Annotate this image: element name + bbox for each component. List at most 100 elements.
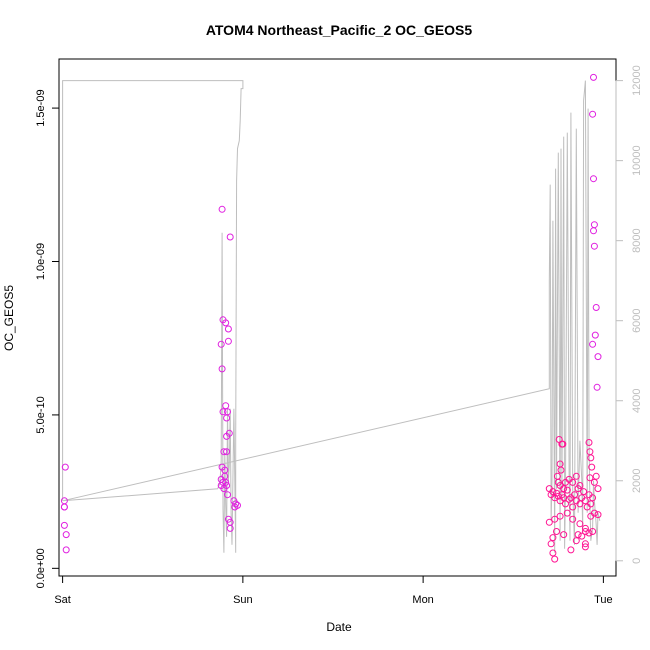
data-point (560, 531, 568, 539)
plot-frame (58, 58, 617, 577)
data-point (226, 524, 234, 532)
data-point (587, 454, 595, 462)
data-point (60, 521, 68, 529)
data-point (549, 549, 557, 557)
data-point (578, 532, 586, 540)
y-tick-label: 1.0e-09 (35, 243, 47, 280)
data-point (594, 511, 602, 519)
data-point (590, 73, 597, 81)
data-point (218, 365, 226, 373)
data-point (569, 478, 577, 486)
data-point (222, 402, 230, 410)
data-point (576, 520, 584, 528)
data-point (565, 495, 573, 503)
data-point (562, 500, 569, 508)
x-tick-label: Tue (594, 594, 613, 606)
y2-tick-label: 2000 (631, 469, 643, 493)
y2-tick-label: 8000 (631, 228, 643, 252)
data-point (581, 524, 589, 532)
x-tick-label: Sat (54, 594, 71, 606)
data-point (218, 205, 226, 213)
y2-tick-label: 6000 (631, 308, 643, 332)
data-point (551, 515, 559, 523)
data-point (223, 432, 231, 440)
data-point (590, 221, 598, 229)
chart-title: ATOM4 Northeast_Pacific_2 OC_GEOS5 (206, 22, 473, 38)
data-point (551, 555, 559, 563)
data-point (223, 414, 231, 422)
data-point (61, 463, 69, 471)
data-point (591, 331, 599, 339)
data-point (551, 494, 559, 502)
data-point (222, 319, 230, 327)
data-points (60, 73, 602, 563)
data-point (586, 474, 594, 482)
data-point (549, 534, 557, 542)
y2-tick-label: 12000 (631, 65, 643, 96)
data-point (581, 540, 589, 548)
data-point (226, 233, 234, 241)
y2-tick-label: 10000 (631, 145, 643, 176)
altitude-line (62, 80, 601, 553)
data-point (571, 491, 578, 499)
data-point (222, 478, 230, 486)
x-axis: Sat Sun Mon Tue (54, 575, 613, 606)
data-point (545, 518, 553, 526)
y-axis-left: 0.0e+00 5.0e-10 1.0e-09 1.5e-09 (35, 89, 60, 588)
data-point (572, 472, 580, 480)
data-point (590, 227, 597, 235)
data-point (585, 439, 593, 446)
y-tick-label: 0.0e+00 (35, 548, 47, 588)
data-point (574, 531, 582, 539)
altitude-series-line (62, 80, 601, 553)
data-point (589, 528, 597, 535)
data-point (224, 337, 232, 345)
data-point (553, 528, 560, 535)
data-point (589, 110, 597, 118)
data-point (594, 485, 602, 493)
data-point (576, 500, 584, 508)
data-point (581, 528, 589, 535)
y2-tick-label: 4000 (631, 388, 643, 412)
data-point (569, 503, 577, 511)
data-point (563, 509, 571, 517)
data-point (572, 537, 580, 545)
data-point (589, 494, 597, 502)
data-point (590, 509, 598, 517)
y-tick-label: 1.5e-09 (35, 89, 47, 126)
x-tick-label: Sun (233, 594, 253, 606)
data-point (590, 242, 598, 250)
data-point (581, 543, 589, 551)
data-point (60, 503, 68, 511)
y-axis-right: 0 2000 4000 6000 8000 10000 12000 (615, 65, 643, 564)
data-point (580, 488, 588, 496)
data-point (585, 529, 593, 537)
data-point (589, 340, 597, 348)
data-point (557, 466, 565, 474)
data-point (223, 482, 231, 489)
data-point (219, 408, 227, 416)
data-point (590, 175, 597, 183)
data-point (556, 512, 564, 520)
data-point (594, 353, 602, 361)
data-point (224, 491, 231, 499)
data-point (224, 325, 232, 333)
data-point (232, 500, 240, 508)
data-point (217, 340, 225, 348)
data-point (223, 448, 231, 456)
data-point (587, 500, 595, 508)
data-point (231, 503, 239, 511)
data-point (563, 486, 571, 494)
data-point (62, 546, 70, 554)
data-point (576, 482, 584, 489)
data-point (547, 540, 555, 548)
data-point (588, 463, 596, 471)
data-point (592, 304, 600, 311)
y-tick-label: 5.0e-10 (35, 396, 47, 433)
y2-tick-label: 0 (631, 558, 643, 564)
data-point (559, 440, 567, 448)
x-axis-label: Date (326, 620, 352, 634)
data-point (62, 531, 70, 539)
data-point (560, 485, 568, 493)
